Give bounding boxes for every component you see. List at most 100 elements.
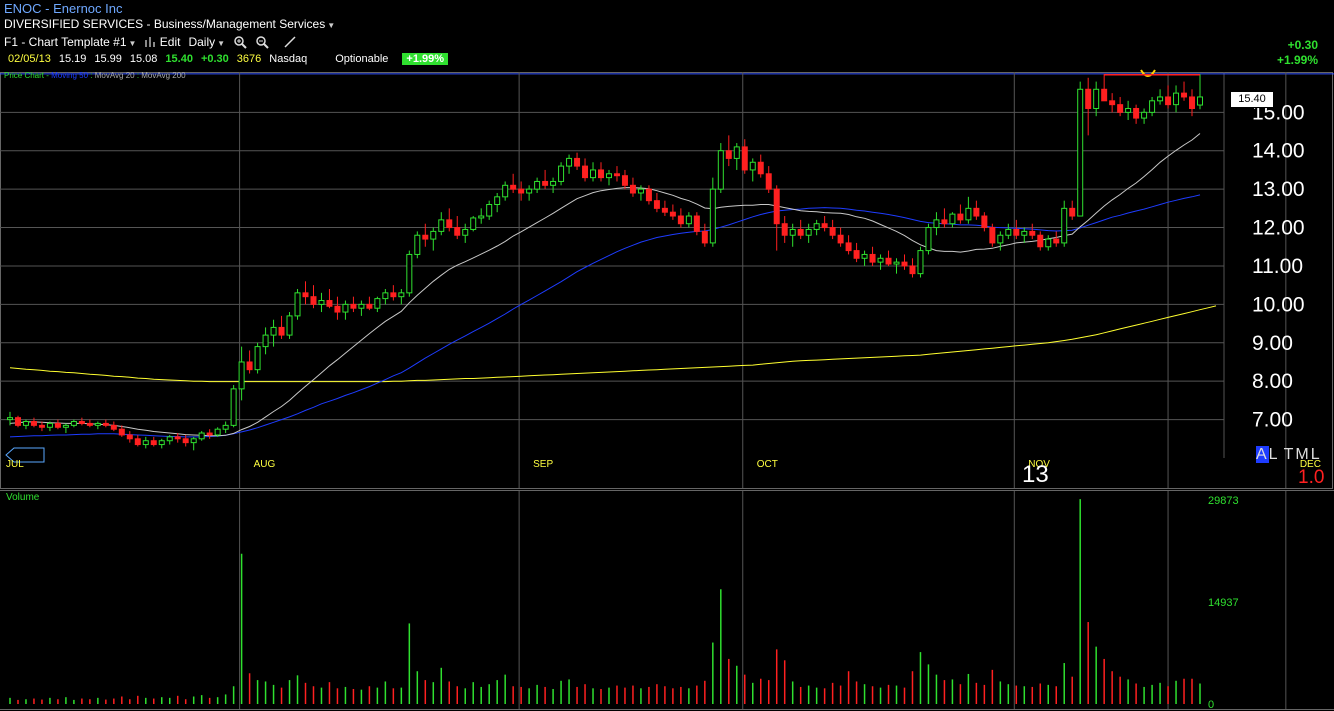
quote-date: 02/05/13 [8, 53, 51, 65]
m-toggle[interactable]: M [1295, 446, 1311, 463]
candle-body [246, 361, 253, 371]
price-frame [0, 72, 1333, 489]
candle-body [869, 253, 876, 263]
candle [613, 166, 620, 182]
candle-body [206, 432, 213, 436]
candle [446, 208, 453, 232]
candle-body [158, 440, 165, 446]
candle [150, 436, 157, 447]
volume-bars [9, 499, 1201, 704]
candle [949, 212, 956, 228]
candle [989, 223, 996, 247]
view-toggles[interactable]: AL TML [1256, 446, 1322, 464]
candle [494, 192, 501, 213]
candle [645, 185, 652, 205]
candle [510, 173, 517, 193]
candle-body [174, 436, 181, 440]
candle-body [781, 223, 788, 236]
candle-body [78, 421, 85, 424]
candle-body [1021, 230, 1028, 236]
candle-body [1013, 228, 1020, 236]
y-tick-label: 9.00 [1252, 332, 1293, 355]
candle [1133, 104, 1140, 124]
volume-title: Volume [6, 492, 40, 503]
candle [158, 438, 165, 449]
candle [78, 417, 85, 426]
symbol-title: ENOC - Enernoc Inc [4, 1, 123, 16]
edit-button[interactable]: Edit [144, 35, 180, 49]
candle-body [598, 169, 605, 179]
candle [502, 181, 509, 201]
candle [126, 431, 133, 443]
candle-body [22, 421, 29, 426]
sector-title[interactable]: DIVERSIFIED SERVICES - Business/Manageme… [4, 17, 335, 31]
candle-body [717, 150, 724, 190]
candle [374, 296, 381, 313]
log-scale-toggle[interactable]: L [1268, 446, 1280, 463]
candle-body [334, 305, 341, 313]
month-label: JUL [6, 459, 24, 470]
legend-ma20: MovAvg 20 [94, 71, 135, 80]
candle-body [661, 207, 668, 213]
candle [1101, 73, 1108, 102]
candle-body [629, 184, 636, 194]
candle [693, 212, 700, 236]
candle [965, 196, 972, 224]
candle [550, 177, 557, 193]
auto-scale-toggle[interactable]: A [1256, 446, 1269, 463]
candle [294, 289, 301, 320]
candle [206, 429, 213, 439]
candle [398, 289, 405, 305]
zoom-level: 1.0 [1298, 467, 1325, 488]
candle-body [374, 298, 381, 309]
candle [422, 223, 429, 247]
y-tick-label: 10.00 [1252, 293, 1305, 316]
candle-body [574, 157, 581, 167]
candle [1037, 231, 1044, 251]
zoom-in-icon[interactable] [233, 35, 247, 49]
candle-body [837, 234, 844, 244]
volume-ticks: 29873 14937 0 [1208, 495, 1239, 711]
zoom-out-icon[interactable] [255, 35, 269, 49]
candle [701, 223, 708, 247]
draw-line-icon[interactable] [283, 35, 297, 49]
candle-body [238, 361, 245, 390]
candle-body [1165, 96, 1172, 106]
candle [182, 434, 189, 447]
candle-body [725, 150, 732, 159]
candle [661, 200, 668, 217]
candle [629, 177, 636, 197]
quote-exchange: Nasdaq [269, 53, 308, 65]
time-toggle[interactable]: T [1283, 446, 1296, 463]
header: ENOC - Enernoc Inc DIVERSIFIED SERVICES … [0, 0, 1334, 72]
candle [286, 312, 293, 339]
candle-body [861, 253, 868, 259]
candle [821, 216, 828, 232]
chevron-down-icon[interactable]: ▼ [327, 21, 336, 30]
candle [142, 436, 149, 449]
candle [853, 242, 860, 263]
candle [1013, 219, 1020, 240]
candle [981, 212, 988, 232]
candle-body [845, 242, 852, 252]
candle-body [901, 261, 908, 267]
candle-body [550, 180, 557, 186]
chart-legend: Price Chart - Moving 50 : MovAvg 20 : Mo… [4, 71, 186, 80]
template-select[interactable]: F1 - Chart Template #1 ▼ [4, 35, 137, 49]
month-label: NOV [1028, 459, 1050, 470]
candle [925, 223, 932, 255]
candle [901, 254, 908, 270]
candle-body [446, 219, 453, 229]
candle-body [590, 169, 597, 179]
period-select[interactable]: Daily ▼ [188, 35, 226, 49]
candle [526, 185, 533, 201]
ma20-line [9, 133, 1201, 437]
candle [845, 235, 852, 255]
candle [574, 152, 581, 170]
l-toggle[interactable]: L [1310, 446, 1322, 463]
candle [438, 212, 445, 236]
candle [246, 350, 253, 374]
candle-body [693, 215, 700, 232]
candle [302, 281, 309, 305]
